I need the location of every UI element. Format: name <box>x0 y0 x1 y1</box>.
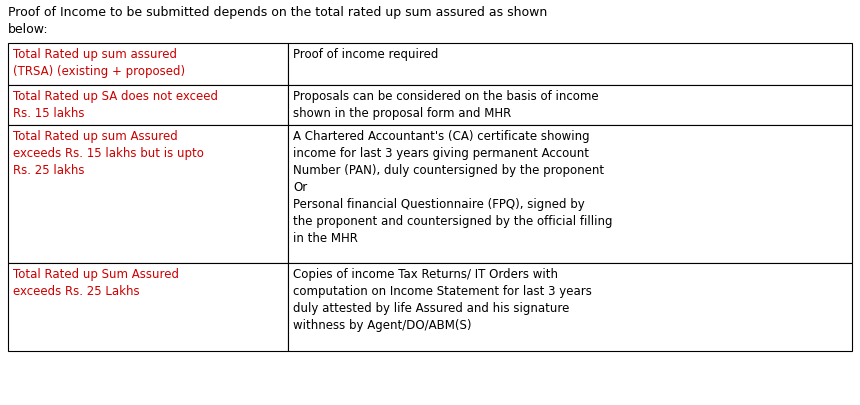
Bar <box>288 263 852 351</box>
Text: Total Rated up sum Assured
exceeds Rs. 15 lakhs but is upto
Rs. 25 lakhs: Total Rated up sum Assured exceeds Rs. 1… <box>13 130 204 177</box>
Text: Total Rated up sum assured
(TRSA) (existing + proposed): Total Rated up sum assured (TRSA) (exist… <box>13 48 185 78</box>
Text: Proposals can be considered on the basis of income
shown in the proposal form an: Proposals can be considered on the basis… <box>293 90 599 120</box>
Text: Copies of income Tax Returns/ IT Orders with
computation on Income Statement for: Copies of income Tax Returns/ IT Orders … <box>293 268 592 332</box>
Text: Proof of Income to be submitted depends on the total rated up sum assured as sho: Proof of Income to be submitted depends … <box>8 6 547 19</box>
Bar <box>8 263 288 351</box>
Bar <box>288 85 852 125</box>
Text: Proof of income required: Proof of income required <box>293 48 439 61</box>
Bar <box>8 125 288 263</box>
Text: Total Rated up SA does not exceed
Rs. 15 lakhs: Total Rated up SA does not exceed Rs. 15… <box>13 90 218 120</box>
Text: below:: below: <box>8 23 49 36</box>
Bar <box>8 43 288 85</box>
Bar <box>288 125 852 263</box>
Bar <box>8 85 288 125</box>
Text: A Chartered Accountant's (CA) certificate showing
income for last 3 years giving: A Chartered Accountant's (CA) certificat… <box>293 130 612 245</box>
Bar <box>288 43 852 85</box>
Text: Total Rated up Sum Assured
exceeds Rs. 25 Lakhs: Total Rated up Sum Assured exceeds Rs. 2… <box>13 268 179 298</box>
